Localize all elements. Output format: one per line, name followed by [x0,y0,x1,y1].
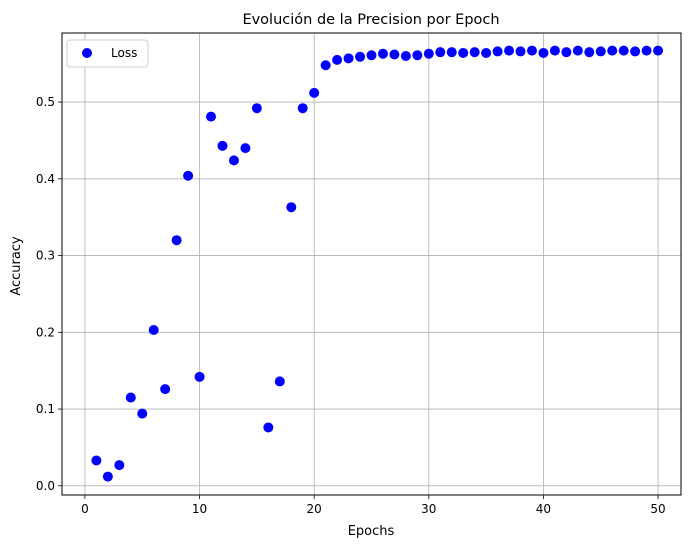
data-point [584,47,595,58]
data-point [572,45,583,56]
data-point [607,45,618,56]
data-point [641,45,652,56]
x-ticks: 0 10 20 30 40 50 [81,495,666,516]
x-tick-label: 40 [536,502,551,516]
data-point [630,46,641,57]
data-point [377,48,388,59]
x-tick-label: 20 [307,502,322,516]
legend-box [66,39,149,68]
y-tick-label: 0.0 [36,479,55,493]
data-point [194,371,205,382]
data-point [286,202,297,213]
data-point [125,392,136,403]
y-tick-label: 0.5 [36,95,55,109]
data-points [91,45,664,482]
x-tick-label: 30 [421,502,436,516]
data-point [183,170,194,181]
data-point [355,51,366,62]
data-point [148,325,159,335]
data-point [423,48,434,59]
legend-label: Loss [111,46,137,60]
data-point [389,49,400,60]
data-point [114,460,125,471]
data-point [400,51,411,62]
plot-frame [61,32,682,496]
data-point [618,45,629,56]
x-tick-label: 0 [81,502,89,516]
data-point [171,235,182,246]
data-point [217,140,228,151]
data-point [206,111,217,122]
y-tick-label: 0.1 [36,402,55,416]
data-point [481,47,492,58]
data-point [263,422,274,433]
y-tick-label: 0.2 [36,325,55,339]
data-point [561,47,572,58]
data-point [412,50,423,61]
legend: Loss [66,39,149,68]
legend-marker [82,48,92,58]
data-point [343,53,354,64]
y-axis-label: Accuracy [9,236,24,296]
data-point [526,45,537,56]
data-point [297,103,308,114]
data-point [515,46,526,57]
data-point [504,45,515,56]
data-point [653,45,664,56]
data-point [446,47,457,58]
x-tick-label: 50 [650,502,665,516]
data-point [549,45,560,56]
data-point [137,408,148,419]
y-tick-label: 0.4 [36,172,55,186]
data-point [492,46,503,57]
data-point [320,60,331,71]
data-point [274,376,285,387]
data-point [469,47,480,58]
x-axis-label: Epochs [348,524,395,539]
data-point [458,47,469,58]
data-point [91,455,102,466]
grid [62,33,681,495]
x-tick-label: 10 [192,502,207,516]
chart-title: Evolución de la Precision por Epoch [242,12,499,28]
y-ticks: 0.0 0.1 0.2 0.3 0.4 0.5 [36,95,62,493]
data-point [435,47,446,58]
data-point [538,47,549,58]
data-point [251,103,262,114]
y-tick-label: 0.3 [36,249,55,263]
data-point [332,54,343,65]
data-point [228,155,239,166]
data-point [595,46,606,57]
data-point [160,384,171,395]
data-point [309,87,320,98]
data-point [366,50,377,61]
data-point [102,471,113,482]
data-point [240,143,251,154]
